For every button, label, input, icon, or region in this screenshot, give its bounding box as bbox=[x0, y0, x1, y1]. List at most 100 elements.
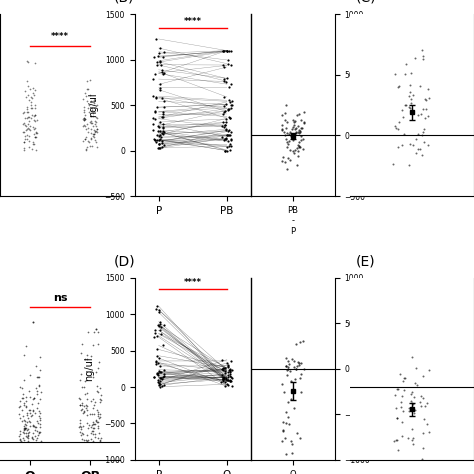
Point bbox=[91, 136, 99, 144]
Point bbox=[152, 138, 160, 146]
Point bbox=[225, 97, 233, 104]
Point bbox=[391, 437, 398, 445]
Point bbox=[158, 129, 166, 137]
Point bbox=[33, 387, 40, 394]
Point bbox=[24, 427, 31, 434]
Point bbox=[31, 433, 39, 440]
Point bbox=[25, 91, 32, 99]
Point bbox=[155, 381, 163, 389]
Point bbox=[405, 92, 412, 100]
Point bbox=[82, 146, 89, 153]
Point bbox=[283, 101, 290, 109]
Point bbox=[223, 47, 231, 55]
Point bbox=[283, 363, 290, 370]
Point bbox=[410, 393, 417, 401]
Point bbox=[89, 420, 96, 428]
Point bbox=[77, 407, 84, 414]
Point bbox=[394, 447, 402, 454]
Point bbox=[21, 420, 28, 428]
Point bbox=[28, 104, 36, 111]
Point bbox=[424, 399, 431, 407]
Point bbox=[283, 118, 291, 126]
Point bbox=[408, 397, 415, 405]
Point bbox=[78, 401, 86, 409]
Point bbox=[420, 415, 428, 422]
Point bbox=[408, 437, 415, 444]
Point bbox=[90, 424, 97, 432]
Point bbox=[220, 75, 228, 82]
Point bbox=[393, 385, 401, 393]
Point bbox=[219, 47, 227, 55]
Point bbox=[294, 358, 301, 366]
Point bbox=[29, 422, 37, 429]
Point bbox=[409, 434, 416, 442]
Point bbox=[278, 157, 286, 165]
Point bbox=[222, 126, 230, 133]
Point bbox=[155, 367, 163, 374]
Point bbox=[391, 70, 399, 77]
Point bbox=[33, 405, 40, 412]
Point bbox=[155, 372, 162, 379]
Point bbox=[219, 110, 227, 118]
Point bbox=[224, 371, 232, 378]
Point bbox=[291, 146, 299, 154]
Point bbox=[35, 408, 43, 415]
Point bbox=[83, 438, 91, 445]
Point bbox=[160, 128, 167, 135]
Point bbox=[158, 137, 166, 145]
Point bbox=[36, 366, 44, 374]
Point bbox=[76, 422, 84, 429]
Point bbox=[84, 411, 91, 419]
Point bbox=[421, 114, 428, 122]
Point bbox=[88, 129, 95, 137]
Point bbox=[278, 380, 285, 387]
Point bbox=[82, 377, 89, 385]
Point bbox=[297, 117, 305, 124]
Point bbox=[89, 404, 97, 411]
Point bbox=[292, 129, 300, 137]
Point bbox=[91, 120, 99, 128]
Point bbox=[26, 393, 34, 401]
Point bbox=[297, 338, 304, 346]
Point bbox=[420, 125, 428, 133]
Point bbox=[21, 417, 28, 424]
Point bbox=[96, 414, 104, 421]
Point bbox=[407, 105, 414, 112]
Point bbox=[224, 105, 231, 113]
Point bbox=[92, 325, 100, 333]
Point bbox=[283, 408, 290, 416]
Point bbox=[35, 419, 42, 426]
Point bbox=[26, 407, 33, 414]
Point bbox=[20, 138, 27, 146]
Point bbox=[416, 82, 424, 90]
Point bbox=[397, 398, 405, 405]
Point bbox=[401, 71, 409, 78]
Point bbox=[426, 366, 433, 374]
Point bbox=[80, 116, 88, 124]
Point bbox=[83, 97, 91, 104]
Point bbox=[93, 144, 100, 151]
Point bbox=[89, 342, 97, 349]
Point bbox=[87, 91, 94, 99]
Point bbox=[410, 400, 417, 408]
Point bbox=[154, 58, 161, 65]
Point bbox=[82, 405, 90, 412]
Point bbox=[24, 425, 32, 433]
Point bbox=[290, 116, 297, 123]
Point bbox=[29, 318, 37, 325]
Point bbox=[292, 340, 300, 347]
Point bbox=[228, 61, 235, 69]
Point bbox=[24, 437, 31, 444]
Point bbox=[227, 136, 235, 143]
Point bbox=[91, 401, 98, 409]
Point bbox=[151, 374, 158, 381]
Point bbox=[91, 118, 99, 125]
Point bbox=[283, 371, 291, 379]
Point bbox=[291, 357, 298, 365]
Point bbox=[227, 142, 235, 150]
Point bbox=[22, 342, 30, 350]
Point bbox=[89, 123, 96, 130]
Point bbox=[156, 118, 164, 126]
Point bbox=[87, 134, 95, 142]
Point bbox=[26, 113, 33, 120]
